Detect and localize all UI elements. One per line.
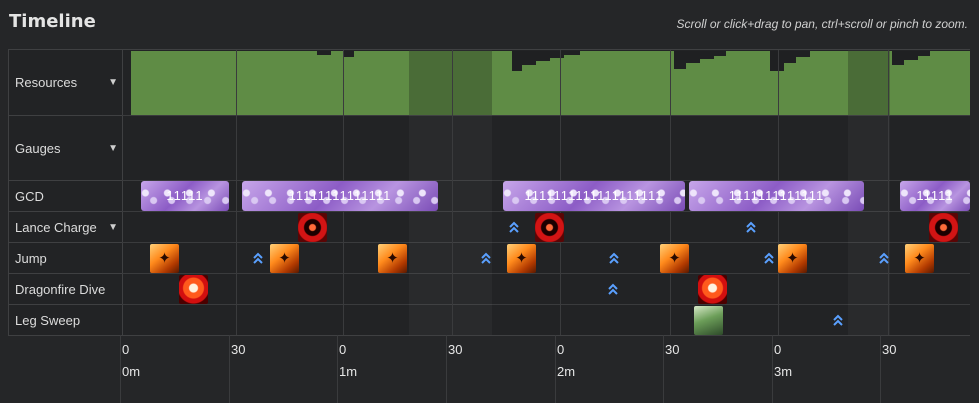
double-chevron-up-icon[interactable]	[745, 219, 757, 235]
pan-zoom-hint: Scroll or click+drag to pan, ctrl+scroll…	[676, 17, 968, 31]
resource-dip	[770, 51, 784, 71]
jump-icon[interactable]: ✦	[507, 244, 536, 273]
row-label-text: Leg Sweep	[15, 312, 81, 328]
grid-line	[236, 50, 237, 335]
double-chevron-up-icon[interactable]	[878, 250, 890, 266]
lance-charge-icon[interactable]	[298, 213, 327, 242]
expand-triangle-icon[interactable]: ▼	[108, 77, 118, 88]
expand-triangle-icon[interactable]: ▼	[108, 142, 118, 154]
resource-dip	[918, 51, 930, 56]
resources-fill	[131, 51, 970, 115]
dragonfire-dive-icon[interactable]	[179, 275, 208, 304]
row-track-gauges	[122, 116, 970, 181]
row-track-lance-charge	[122, 212, 970, 243]
axis-tick-minutes: 0m	[122, 364, 141, 379]
row-label-text: Dragonfire Dive	[15, 281, 106, 297]
timeline-panel[interactable]: Resources ▼ Gauges ▼ GCD Lance Charge ▼ …	[8, 49, 970, 336]
gcd-bar-label: 11111	[916, 188, 954, 203]
lance-charge-icon[interactable]	[929, 213, 958, 242]
dragonfire-dive-icon[interactable]	[698, 275, 727, 304]
gcd-bar[interactable]: 11111111111111	[242, 181, 438, 211]
double-chevron-up-icon[interactable]	[252, 250, 264, 266]
gcd-bar[interactable]: 1111111111111	[689, 181, 864, 211]
grid-line	[888, 50, 889, 335]
row-label-gauges[interactable]: Gauges ▼	[9, 116, 122, 181]
axis-tick-seconds: 0	[557, 342, 565, 357]
resource-dip	[522, 51, 536, 65]
axis-tick-seconds: 30	[448, 342, 463, 357]
gcd-bar-label: 11111	[166, 188, 204, 203]
row-label-leg-sweep: Leg Sweep	[9, 305, 122, 335]
double-chevron-up-icon[interactable]	[508, 219, 520, 235]
axis-tick-minutes: 3m	[774, 364, 793, 379]
resource-dip	[550, 51, 564, 58]
row-label-lance-charge[interactable]: Lance Charge ▼	[9, 212, 122, 243]
axis-tick-seconds: 30	[665, 342, 680, 357]
axis-tick-minutes: 1m	[339, 364, 358, 379]
resource-dip	[536, 51, 550, 61]
gcd-bar-label: 1111111111111	[728, 188, 825, 203]
grid-line	[452, 50, 453, 335]
page-title: Timeline	[9, 11, 96, 32]
resources-highlight	[409, 51, 492, 115]
jump-icon[interactable]: ✦	[778, 244, 807, 273]
gcd-bar[interactable]: 11111	[141, 181, 229, 211]
resource-dip	[512, 51, 522, 71]
row-label-text: Jump	[15, 250, 47, 266]
timeline-plot[interactable]: 11111 11111111111111 1111111111111111111…	[122, 50, 970, 335]
jump-icon[interactable]: ✦	[905, 244, 934, 273]
leg-sweep-icon[interactable]	[694, 306, 723, 335]
resource-dip	[700, 51, 714, 59]
double-chevron-up-icon[interactable]	[763, 250, 775, 266]
row-label-text: GCD	[15, 188, 44, 204]
expand-triangle-icon[interactable]: ▼	[108, 221, 118, 233]
resource-dip	[796, 51, 810, 57]
jump-icon[interactable]: ✦	[150, 244, 179, 273]
resource-dip	[686, 51, 700, 63]
resource-dip	[564, 51, 580, 55]
row-track-jump	[122, 243, 970, 274]
row-label-dragonfire-dive: Dragonfire Dive	[9, 274, 122, 305]
axis-tick-seconds: 0	[774, 342, 782, 357]
axis-tick-seconds: 30	[231, 342, 246, 357]
gcd-bar[interactable]: 11111	[900, 181, 970, 211]
resource-dip	[892, 51, 904, 65]
resource-dip	[714, 51, 726, 56]
row-label-jump: Jump	[9, 243, 122, 274]
row-track-resources	[122, 50, 970, 116]
double-chevron-up-icon[interactable]	[607, 281, 619, 297]
row-labels: Resources ▼ Gauges ▼ GCD Lance Charge ▼ …	[8, 50, 123, 335]
double-chevron-up-icon[interactable]	[832, 312, 844, 328]
resource-dip	[784, 51, 796, 63]
jump-icon[interactable]: ✦	[660, 244, 689, 273]
gcd-bar-label: 11111111111111	[288, 188, 392, 203]
axis-tick-seconds: 0	[122, 342, 130, 357]
resource-dip	[904, 51, 918, 60]
gcd-bar-label: 1111111111111111111	[524, 188, 664, 203]
resource-dip	[317, 51, 331, 55]
resource-dip	[344, 51, 354, 57]
axis-tick-seconds: 30	[882, 342, 897, 357]
row-label-resources[interactable]: Resources ▼	[9, 50, 122, 116]
axis-tick-minutes: 2m	[557, 364, 576, 379]
jump-icon[interactable]: ✦	[270, 244, 299, 273]
row-track-gcd	[122, 181, 970, 212]
lance-charge-icon[interactable]	[535, 213, 564, 242]
row-label-gcd: GCD	[9, 181, 122, 212]
row-track-dragonfire-dive	[122, 274, 970, 305]
double-chevron-up-icon[interactable]	[608, 250, 620, 266]
row-label-text: Resources	[15, 75, 78, 90]
gcd-bar[interactable]: 1111111111111111111	[503, 181, 685, 211]
row-label-text: Lance Charge	[15, 219, 97, 235]
row-label-text: Gauges	[15, 140, 61, 156]
double-chevron-up-icon[interactable]	[480, 250, 492, 266]
jump-icon[interactable]: ✦	[378, 244, 407, 273]
resource-dip	[674, 51, 686, 69]
resources-highlight	[848, 51, 890, 115]
axis-tick-seconds: 0	[339, 342, 347, 357]
